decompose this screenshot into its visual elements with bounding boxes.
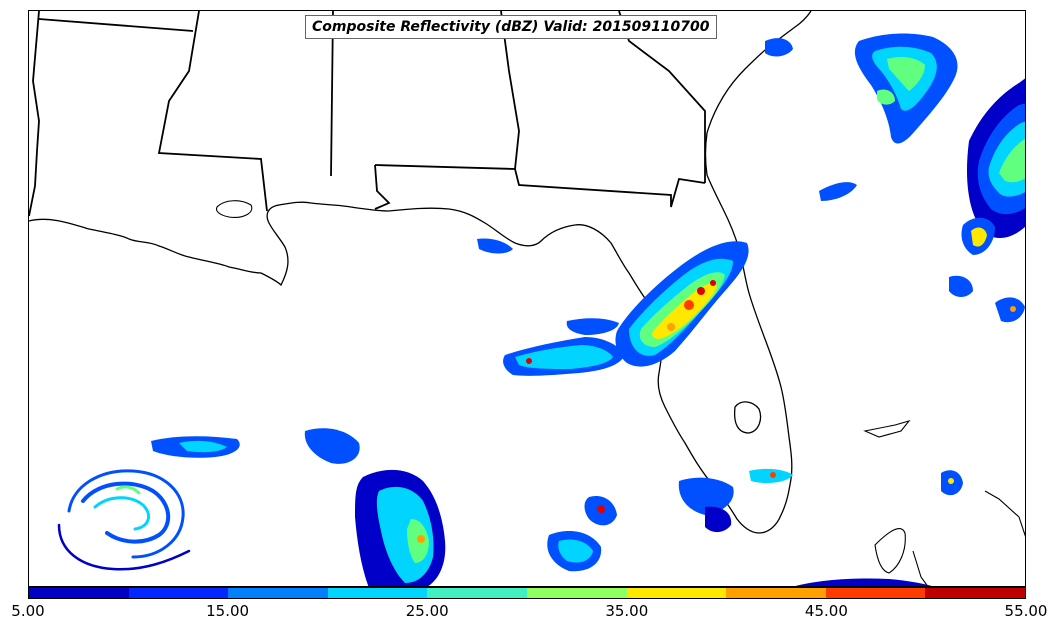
spiral-band-5 — [115, 485, 141, 495]
echo-yucatan-core — [417, 535, 425, 543]
colorbar-segment — [825, 588, 926, 598]
spiral-band-4 — [57, 523, 191, 571]
state-border-ms-north — [38, 18, 194, 32]
lake-pontchartrain — [215, 200, 253, 218]
bahamas-east — [984, 490, 1025, 537]
echo-gulf-central-inner — [558, 539, 593, 563]
colorbar-tick-label: 5.00 — [11, 602, 45, 620]
echo-se-florida-core — [770, 472, 776, 478]
echo-east-band-green — [999, 139, 1025, 183]
echo-keys-2 — [705, 506, 732, 533]
map-panel — [28, 10, 1026, 587]
spiral-band-3 — [93, 496, 151, 531]
colorbar-tick-label: 25.00 — [405, 602, 449, 620]
echo-band-west-inner — [515, 345, 613, 369]
echo-gulf-west-inner — [179, 440, 227, 453]
colorbar — [28, 587, 1026, 599]
colorbar-segment — [427, 588, 527, 598]
spiral-band-1 — [81, 481, 170, 544]
echo-bahamas-core — [948, 478, 954, 484]
echo-east-mid-2 — [949, 275, 973, 297]
echo-georgia-coast — [765, 38, 793, 57]
colorbar-segment — [925, 588, 1025, 598]
cuba-coast — [874, 528, 906, 574]
state-border-la-ms — [29, 11, 40, 217]
colorbar-tick-label: 35.00 — [605, 602, 649, 620]
lake-okeechobee — [733, 401, 762, 434]
radar-echoes — [151, 33, 1025, 586]
echo-atlantic-north-green — [887, 57, 925, 91]
echo-atlantic-mid — [819, 182, 857, 201]
colorbar-segment — [228, 588, 328, 598]
state-border-ms-east — [157, 11, 268, 212]
colorbar-tick-label: 45.00 — [804, 602, 848, 620]
echo-core-3 — [667, 323, 675, 331]
state-border-fl-north — [374, 164, 706, 208]
spiral-band-2 — [67, 469, 185, 559]
echo-ne-small — [877, 89, 895, 105]
colorbar-segment — [128, 588, 229, 598]
echo-core-4 — [710, 280, 716, 286]
colorbar-segment — [726, 588, 826, 598]
cuba-south — [912, 550, 929, 586]
echo-band-west-2 — [566, 318, 619, 335]
echo-band-west-core — [526, 358, 532, 364]
colorbar-segment — [29, 588, 129, 598]
echo-mississippi-delta — [477, 238, 513, 254]
andros-island — [863, 419, 911, 438]
echo-gulf-south-core — [597, 505, 605, 513]
map-title: Composite Reflectivity (dBZ) Valid: 2015… — [305, 15, 717, 39]
colorbar-segment — [327, 588, 428, 598]
echo-gulf-mid — [304, 428, 360, 464]
echo-keys — [678, 477, 734, 515]
state-border-al-fl — [374, 164, 391, 210]
hurricane-spiral — [57, 469, 191, 571]
state-border-ga-west — [500, 11, 520, 170]
map-canvas — [29, 11, 1025, 586]
echo-core-2 — [697, 287, 705, 295]
echo-east-cell-inner — [971, 227, 987, 247]
colorbar-tick-label: 55.00 — [1004, 602, 1048, 620]
colorbar-segment — [626, 588, 727, 598]
colorbar-segment — [526, 588, 627, 598]
echo-east-mid-1-core — [1010, 306, 1016, 312]
colorbar-tick-label: 15.00 — [206, 602, 250, 620]
echo-core-1 — [684, 300, 694, 310]
echo-east-mid-1 — [995, 297, 1025, 323]
echo-bottom-strip — [795, 578, 932, 586]
